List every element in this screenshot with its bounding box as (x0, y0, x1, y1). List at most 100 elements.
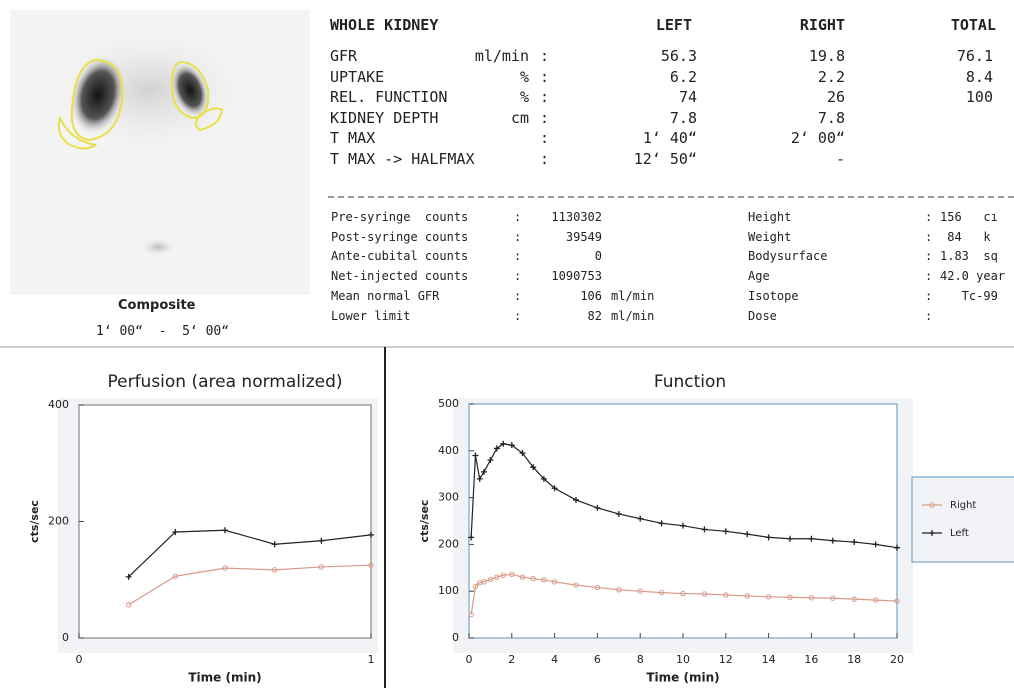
image-time-range: 1‘ 00“ - 5‘ 00“ (96, 325, 229, 338)
page: Perfusion (area normalized)Time (min)cts… (0, 0, 1014, 688)
right-value: 2‘ 00“ (791, 131, 845, 146)
column-header: WHOLE KIDNEY (330, 18, 438, 33)
separator: : (925, 231, 932, 243)
total-value: 76.1 (957, 49, 993, 64)
patient-value: 1.83 sq (940, 250, 998, 262)
x-tick-label: 8 (637, 653, 644, 666)
left-value: 7.8 (670, 111, 697, 126)
separator: : (514, 290, 521, 302)
count-value: 39549 (566, 231, 602, 243)
column-header: RIGHT (800, 18, 845, 33)
legend-label: Left (950, 528, 969, 539)
legend-label: Right (950, 500, 976, 511)
plot-area (469, 404, 897, 638)
count-unit: ml/min (611, 290, 654, 302)
row-unit: % (520, 70, 529, 85)
right-value: 19.8 (809, 49, 845, 64)
row-label: REL. FUNCTION (330, 90, 447, 105)
y-tick-label: 400 (438, 444, 459, 457)
separator: : (540, 49, 549, 64)
count-unit: ml/min (611, 310, 654, 322)
total-value: 8.4 (966, 70, 993, 85)
column-header: LEFT (656, 18, 692, 33)
separator: : (514, 310, 521, 322)
separator: : (540, 152, 549, 167)
count-label: Lower limit (331, 310, 410, 322)
patient-label: Bodysurface (748, 250, 827, 262)
separator: : (925, 250, 932, 262)
x-tick-label: 10 (676, 653, 690, 666)
separator: : (540, 131, 549, 146)
count-label: Ante-cubital counts (331, 250, 468, 262)
separator: : (514, 211, 521, 223)
y-tick-label: 0 (452, 631, 459, 644)
y-axis-label: cts/sec (418, 500, 431, 543)
patient-value: 42.0 year (940, 270, 1005, 282)
x-tick-label: 18 (847, 653, 861, 666)
separator: : (540, 90, 549, 105)
y-tick-label: 400 (48, 398, 69, 411)
separator: : (514, 270, 521, 282)
row-label: GFR (330, 49, 357, 64)
row-label: KIDNEY DEPTH (330, 111, 438, 126)
separator: : (925, 270, 932, 282)
x-axis-label: Time (min) (646, 671, 719, 685)
count-value: 1130302 (551, 211, 602, 223)
patient-label: Isotope (748, 290, 799, 302)
y-tick-label: 100 (438, 584, 459, 597)
count-value: 0 (595, 250, 602, 262)
count-label: Mean normal GFR (331, 290, 439, 302)
count-label: Post-syringe counts (331, 231, 468, 243)
separator: : (925, 310, 932, 322)
separator: : (514, 250, 521, 262)
count-value: 106 (580, 290, 602, 302)
count-label: Pre-syringe counts (331, 211, 468, 223)
patient-value: Tc-99 (940, 290, 998, 302)
y-axis-label: cts/sec (28, 500, 41, 543)
count-value: 1090753 (551, 270, 602, 282)
y-tick-label: 0 (62, 631, 69, 644)
row-label: UPTAKE (330, 70, 384, 85)
patient-label: Height (748, 211, 791, 223)
patient-value: 84 k (940, 231, 991, 243)
y-tick-label: 200 (48, 515, 69, 528)
separator: : (925, 290, 932, 302)
left-value: 56.3 (661, 49, 697, 64)
x-tick-label: 0 (76, 653, 83, 666)
x-tick-label: 16 (804, 653, 818, 666)
right-value: 26 (827, 90, 845, 105)
y-tick-label: 200 (438, 537, 459, 550)
report: Perfusion (area normalized)Time (min)cts… (0, 0, 1014, 688)
column-header: TOTAL (951, 18, 996, 33)
right-value: 7.8 (818, 111, 845, 126)
x-tick-label: 4 (551, 653, 558, 666)
separator: : (540, 111, 549, 126)
x-tick-label: 14 (762, 653, 776, 666)
separator: : (540, 70, 549, 85)
chart-title: Function (654, 372, 726, 392)
separator: : (514, 231, 521, 243)
image-caption: Composite (118, 299, 195, 312)
x-tick-label: 20 (890, 653, 904, 666)
x-tick-label: 6 (594, 653, 601, 666)
row-unit: % (520, 90, 529, 105)
separator: : (925, 211, 932, 223)
row-label: T MAX -> HALFMAX (330, 152, 475, 167)
left-value: 12‘ 50“ (634, 152, 697, 167)
total-value: 100 (966, 90, 993, 105)
legend (912, 477, 1014, 562)
count-value: 82 (588, 310, 602, 322)
y-tick-label: 500 (438, 397, 459, 410)
right-value: 2.2 (818, 70, 845, 85)
patient-label: Age (748, 270, 770, 282)
patient-value: 156 cı (940, 211, 998, 223)
x-tick-label: 12 (719, 653, 733, 666)
left-value: 74 (679, 90, 697, 105)
patient-label: Weight (748, 231, 791, 243)
y-tick-label: 300 (438, 491, 459, 504)
row-label: T MAX (330, 131, 375, 146)
x-tick-label: 1 (368, 653, 375, 666)
count-label: Net-injected counts (331, 270, 468, 282)
right-value: - (836, 152, 845, 167)
row-unit: ml/min (475, 49, 529, 64)
